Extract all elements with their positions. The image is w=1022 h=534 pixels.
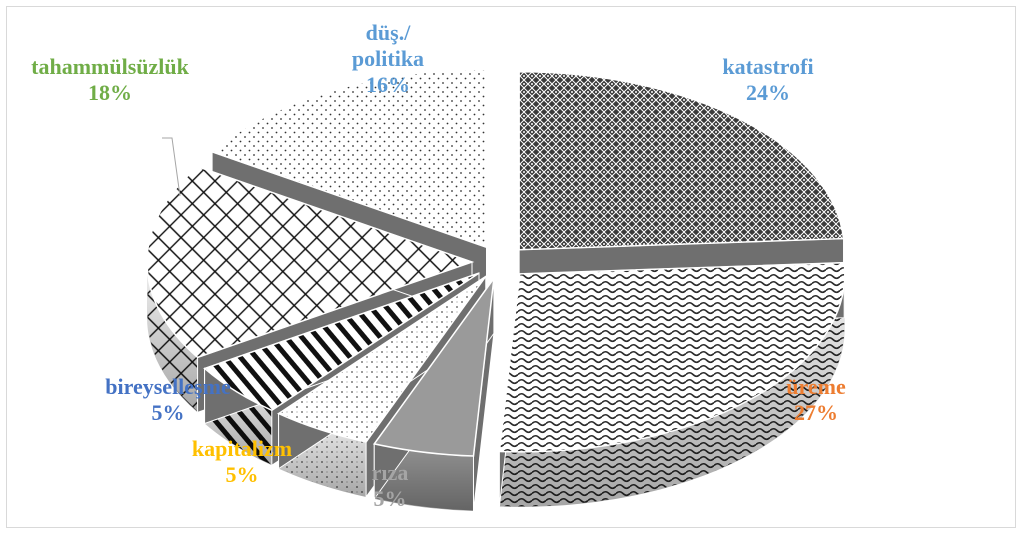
pie-slice-u-reme [498, 261, 846, 508]
data-label-du-s-politika: düş./politika 16% [352, 20, 424, 97]
leader-line [162, 137, 181, 197]
pie-slice-r-za [372, 275, 495, 512]
data-label-tahammu-lsu-zlu-k: tahammülsüzlük 18% [31, 54, 189, 105]
data-label-u-reme: üreme 27% [786, 374, 846, 425]
data-label-bireyselles-me: bireyselleşme 5% [105, 374, 231, 425]
data-label-r-za: rıza 5% [372, 460, 409, 511]
data-label-katastrofi: katastrofi 24% [722, 54, 813, 105]
data-label-kapitalizm: kapitalizm 5% [192, 436, 292, 487]
